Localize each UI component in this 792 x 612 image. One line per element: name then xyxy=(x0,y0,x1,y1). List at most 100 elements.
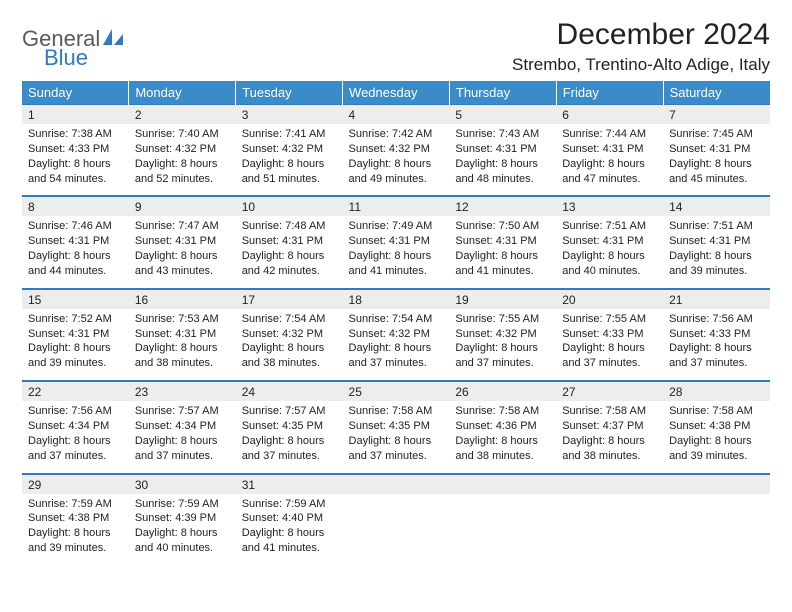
sunrise-line: Sunrise: 7:41 AM xyxy=(242,127,337,142)
date-cell: 31 xyxy=(236,474,343,494)
detail-cell: Sunrise: 7:59 AMSunset: 4:39 PMDaylight:… xyxy=(129,494,236,565)
day-detail-row: Sunrise: 7:46 AMSunset: 4:31 PMDaylight:… xyxy=(22,216,770,288)
date-number-row: 15161718192021 xyxy=(22,289,770,309)
month-title: December 2024 xyxy=(512,18,770,51)
detail-cell xyxy=(663,494,770,565)
sunrise-line: Sunrise: 7:49 AM xyxy=(349,219,444,234)
detail-cell: Sunrise: 7:47 AMSunset: 4:31 PMDaylight:… xyxy=(129,216,236,288)
sunset-line: Sunset: 4:38 PM xyxy=(669,419,764,434)
sunset-line: Sunset: 4:33 PM xyxy=(669,327,764,342)
sunset-line: Sunset: 4:32 PM xyxy=(242,142,337,157)
daylight-line: Daylight: 8 hours and 47 minutes. xyxy=(562,157,657,187)
title-block: December 2024 Strembo, Trentino-Alto Adi… xyxy=(512,18,770,75)
date-cell: 3 xyxy=(236,105,343,125)
sunrise-line: Sunrise: 7:48 AM xyxy=(242,219,337,234)
date-cell: 15 xyxy=(22,289,129,309)
date-cell: 25 xyxy=(343,381,450,401)
sunset-line: Sunset: 4:31 PM xyxy=(562,142,657,157)
daylight-line: Daylight: 8 hours and 37 minutes. xyxy=(349,434,444,464)
date-cell: 21 xyxy=(663,289,770,309)
header: General Blue December 2024 Strembo, Tren… xyxy=(22,18,770,75)
sunset-line: Sunset: 4:31 PM xyxy=(242,234,337,249)
sunrise-line: Sunrise: 7:58 AM xyxy=(562,404,657,419)
date-number-row: 1234567 xyxy=(22,105,770,125)
daylight-line: Daylight: 8 hours and 38 minutes. xyxy=(455,434,550,464)
daylight-line: Daylight: 8 hours and 42 minutes. xyxy=(242,249,337,279)
detail-cell xyxy=(343,494,450,565)
sunrise-line: Sunrise: 7:58 AM xyxy=(669,404,764,419)
daylight-line: Daylight: 8 hours and 37 minutes. xyxy=(455,341,550,371)
detail-cell: Sunrise: 7:43 AMSunset: 4:31 PMDaylight:… xyxy=(449,124,556,196)
date-cell: 8 xyxy=(22,196,129,216)
daylight-line: Daylight: 8 hours and 52 minutes. xyxy=(135,157,230,187)
dow-header: Sunday xyxy=(22,81,129,105)
date-cell xyxy=(663,474,770,494)
daylight-line: Daylight: 8 hours and 37 minutes. xyxy=(135,434,230,464)
detail-cell: Sunrise: 7:58 AMSunset: 4:38 PMDaylight:… xyxy=(663,401,770,473)
daylight-line: Daylight: 8 hours and 41 minutes. xyxy=(242,526,337,556)
dow-header: Thursday xyxy=(449,81,556,105)
date-cell xyxy=(449,474,556,494)
date-number-row: 22232425262728 xyxy=(22,381,770,401)
daylight-line: Daylight: 8 hours and 38 minutes. xyxy=(562,434,657,464)
dow-header: Monday xyxy=(129,81,236,105)
daylight-line: Daylight: 8 hours and 37 minutes. xyxy=(242,434,337,464)
daylight-line: Daylight: 8 hours and 40 minutes. xyxy=(562,249,657,279)
detail-cell: Sunrise: 7:59 AMSunset: 4:38 PMDaylight:… xyxy=(22,494,129,565)
daylight-line: Daylight: 8 hours and 38 minutes. xyxy=(242,341,337,371)
sunrise-line: Sunrise: 7:59 AM xyxy=(28,497,123,512)
detail-cell: Sunrise: 7:54 AMSunset: 4:32 PMDaylight:… xyxy=(236,309,343,381)
daylight-line: Daylight: 8 hours and 39 minutes. xyxy=(28,526,123,556)
logo-text: General Blue xyxy=(22,28,124,69)
sunrise-line: Sunrise: 7:40 AM xyxy=(135,127,230,142)
detail-cell: Sunrise: 7:57 AMSunset: 4:34 PMDaylight:… xyxy=(129,401,236,473)
sunset-line: Sunset: 4:34 PM xyxy=(135,419,230,434)
sunset-line: Sunset: 4:32 PM xyxy=(135,142,230,157)
sunset-line: Sunset: 4:32 PM xyxy=(349,142,444,157)
detail-cell: Sunrise: 7:40 AMSunset: 4:32 PMDaylight:… xyxy=(129,124,236,196)
date-cell: 23 xyxy=(129,381,236,401)
date-cell: 5 xyxy=(449,105,556,125)
date-cell: 17 xyxy=(236,289,343,309)
detail-cell: Sunrise: 7:42 AMSunset: 4:32 PMDaylight:… xyxy=(343,124,450,196)
date-cell: 7 xyxy=(663,105,770,125)
location-subtitle: Strembo, Trentino-Alto Adige, Italy xyxy=(512,55,770,75)
sunrise-line: Sunrise: 7:59 AM xyxy=(135,497,230,512)
detail-cell: Sunrise: 7:44 AMSunset: 4:31 PMDaylight:… xyxy=(556,124,663,196)
sunset-line: Sunset: 4:31 PM xyxy=(135,234,230,249)
detail-cell: Sunrise: 7:58 AMSunset: 4:36 PMDaylight:… xyxy=(449,401,556,473)
sunrise-line: Sunrise: 7:52 AM xyxy=(28,312,123,327)
sunset-line: Sunset: 4:35 PM xyxy=(349,419,444,434)
date-cell: 24 xyxy=(236,381,343,401)
calendar-table: Sunday Monday Tuesday Wednesday Thursday… xyxy=(22,81,770,565)
sunset-line: Sunset: 4:37 PM xyxy=(562,419,657,434)
sunset-line: Sunset: 4:31 PM xyxy=(135,327,230,342)
daylight-line: Daylight: 8 hours and 41 minutes. xyxy=(455,249,550,279)
day-detail-row: Sunrise: 7:52 AMSunset: 4:31 PMDaylight:… xyxy=(22,309,770,381)
date-cell: 18 xyxy=(343,289,450,309)
sunrise-line: Sunrise: 7:56 AM xyxy=(28,404,123,419)
date-cell: 26 xyxy=(449,381,556,401)
sunset-line: Sunset: 4:31 PM xyxy=(28,327,123,342)
date-cell: 6 xyxy=(556,105,663,125)
date-cell xyxy=(343,474,450,494)
sunrise-line: Sunrise: 7:51 AM xyxy=(562,219,657,234)
sunset-line: Sunset: 4:32 PM xyxy=(455,327,550,342)
detail-cell: Sunrise: 7:56 AMSunset: 4:33 PMDaylight:… xyxy=(663,309,770,381)
detail-cell: Sunrise: 7:58 AMSunset: 4:35 PMDaylight:… xyxy=(343,401,450,473)
sunrise-line: Sunrise: 7:56 AM xyxy=(669,312,764,327)
date-cell: 12 xyxy=(449,196,556,216)
sunset-line: Sunset: 4:31 PM xyxy=(562,234,657,249)
daylight-line: Daylight: 8 hours and 40 minutes. xyxy=(135,526,230,556)
daylight-line: Daylight: 8 hours and 45 minutes. xyxy=(669,157,764,187)
date-cell: 14 xyxy=(663,196,770,216)
detail-cell: Sunrise: 7:57 AMSunset: 4:35 PMDaylight:… xyxy=(236,401,343,473)
sunset-line: Sunset: 4:32 PM xyxy=(349,327,444,342)
date-cell: 30 xyxy=(129,474,236,494)
sunrise-line: Sunrise: 7:54 AM xyxy=(349,312,444,327)
sunset-line: Sunset: 4:33 PM xyxy=(562,327,657,342)
detail-cell: Sunrise: 7:46 AMSunset: 4:31 PMDaylight:… xyxy=(22,216,129,288)
detail-cell xyxy=(449,494,556,565)
daylight-line: Daylight: 8 hours and 54 minutes. xyxy=(28,157,123,187)
logo-sail-icon xyxy=(102,28,124,50)
